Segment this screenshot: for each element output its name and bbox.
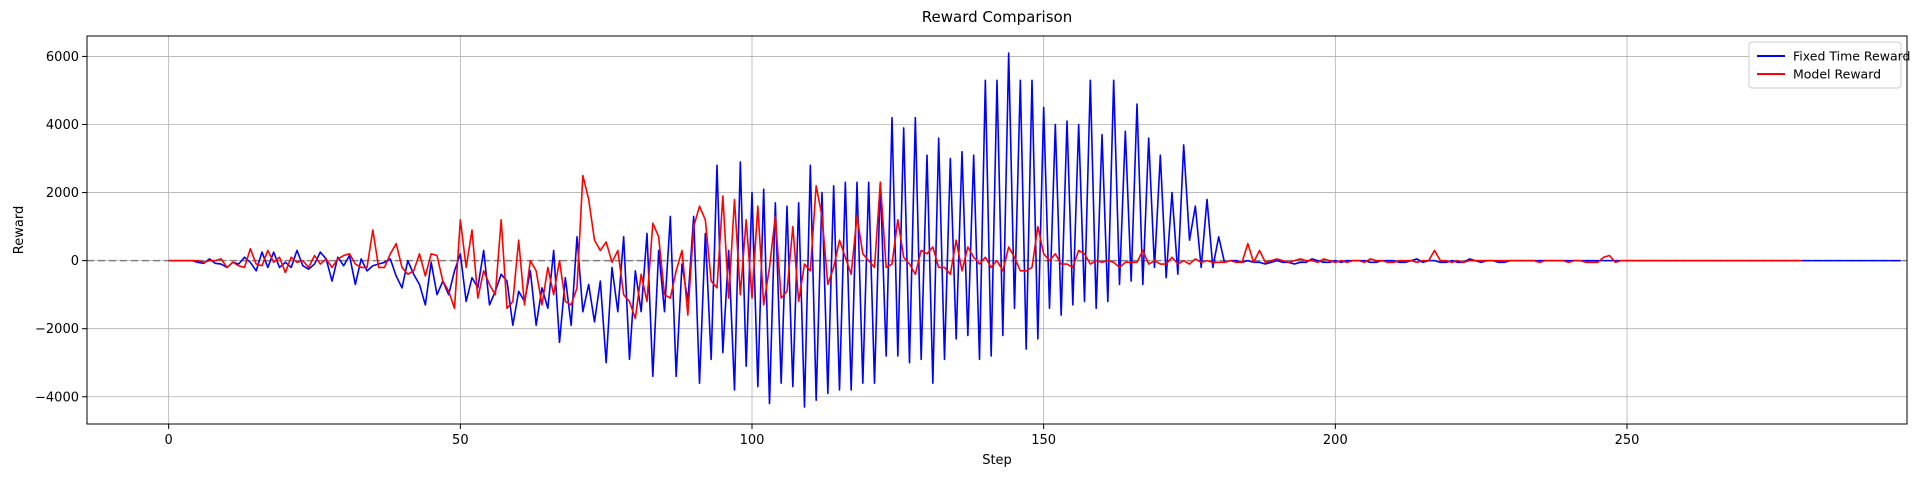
- legend: Fixed Time Reward Model Reward: [1748, 41, 1910, 89]
- series-line-model-reward: [168, 174, 1802, 320]
- legend-label-model: Model Reward: [1793, 67, 1881, 82]
- x-tick-label: 250: [1615, 433, 1640, 448]
- y-tick-label: 6000: [46, 50, 79, 65]
- x-tick-label: 100: [740, 433, 765, 448]
- y-tick-label: 2000: [46, 186, 79, 201]
- legend-label-fixed-time: Fixed Time Reward: [1793, 49, 1910, 64]
- series-layer: [168, 52, 1902, 408]
- x-tick-label: 200: [1323, 433, 1348, 448]
- y-tick-label: −2000: [35, 322, 79, 337]
- y-tick-label: 0: [71, 254, 79, 269]
- x-tick-label: 50: [452, 433, 469, 448]
- x-axis-label: Step: [982, 453, 1012, 468]
- axis-ticks: 0 50 100 150 200 250 −4000 −2000 0 2000 4000 6000: [35, 50, 1639, 448]
- chart-title: Reward Comparison: [922, 8, 1072, 26]
- y-axis-label: Reward: [12, 206, 27, 254]
- y-tick-label: −4000: [35, 390, 79, 405]
- x-tick-label: 150: [1031, 433, 1056, 448]
- legend-box: [1748, 41, 1902, 89]
- plot-frame: [86, 35, 1908, 425]
- x-tick-label: 0: [165, 433, 173, 448]
- y-tick-label: 4000: [46, 118, 79, 133]
